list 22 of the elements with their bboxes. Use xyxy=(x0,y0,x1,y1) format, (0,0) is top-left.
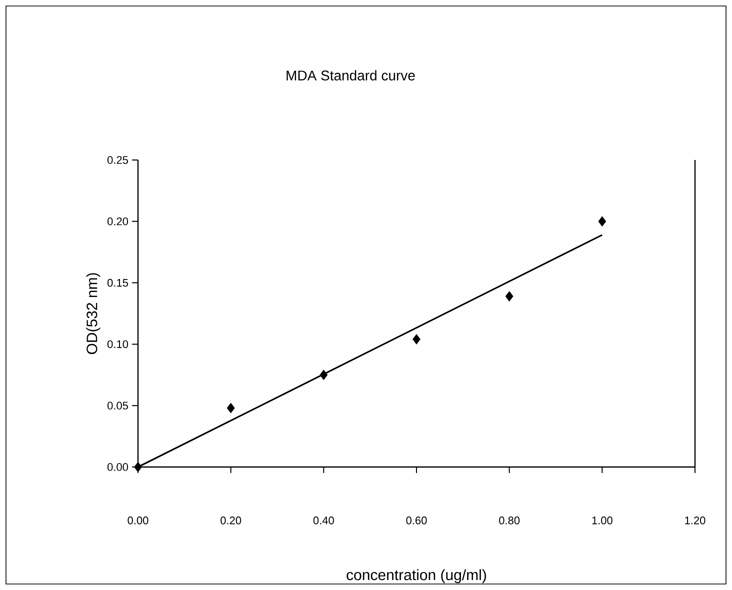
y-tick-label: 0.25 xyxy=(107,156,128,164)
x-tick-label: 0.80 xyxy=(499,516,520,524)
x-tick-label: 0.20 xyxy=(220,516,242,524)
y-tick-label: 0.05 xyxy=(107,402,128,410)
y-tick-label: 0.15 xyxy=(107,278,128,287)
x-axis-title: concentration (ug/ml) xyxy=(346,569,486,584)
point xyxy=(598,216,606,227)
y-tick-label: 0.10 xyxy=(107,340,128,348)
x-tick-label: 0.60 xyxy=(406,516,427,524)
y-tick-label: 0.20 xyxy=(107,218,128,226)
point xyxy=(505,291,514,302)
y-tick-label: 0.00 xyxy=(107,463,128,471)
x-tick-label: 0.40 xyxy=(313,516,334,524)
x-tick-label: 1.20 xyxy=(685,516,706,524)
point xyxy=(412,334,420,344)
chart-title: MDA Standard curve xyxy=(286,70,415,80)
point xyxy=(226,402,235,414)
point xyxy=(320,370,328,380)
point xyxy=(134,462,142,472)
x-tick-label: 0.00 xyxy=(128,516,148,524)
y-axis-title: OD(532 nm) xyxy=(86,273,100,354)
x-tick-label: 1.00 xyxy=(592,516,612,524)
